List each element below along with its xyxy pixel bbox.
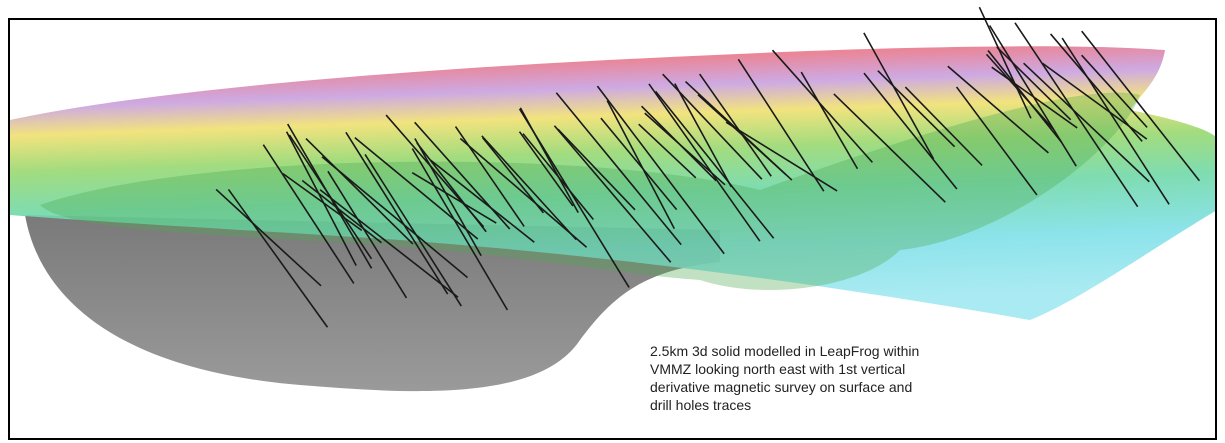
caption-line: drill holes traces <box>650 397 751 413</box>
caption-line: derivative magnetic survey on surface an… <box>650 379 912 395</box>
caption-line: VMMZ looking north east with 1st vertica… <box>650 361 905 377</box>
caption-line: 2.5km 3d solid modelled in LeapFrog with… <box>650 343 919 359</box>
figure: 2.5km 3d solid modelled in LeapFrog with… <box>0 0 1225 443</box>
top-margin <box>0 0 1225 18</box>
page: 2.5km 3d solid modelled in LeapFrog with… <box>0 0 1225 443</box>
